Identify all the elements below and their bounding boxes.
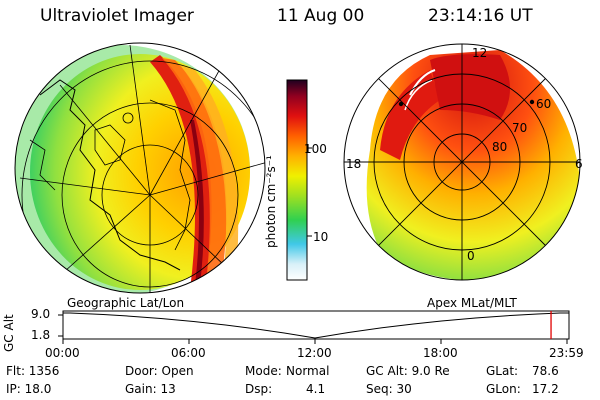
- timeline-ytick-bottom: 1.8: [31, 328, 51, 342]
- mlat-label-80: 80: [492, 140, 508, 154]
- intensity-colorbar: [286, 79, 312, 281]
- glon-label: GLon:: [486, 382, 521, 396]
- timeline-xtick-0600: 06:00: [171, 346, 206, 360]
- colorbar-label: photon cm⁻²s⁻¹: [264, 155, 278, 248]
- timeline-xtick-1800: 18:00: [423, 346, 458, 360]
- mlt-label-0: 0: [467, 249, 475, 263]
- mode-value: Normal: [286, 364, 330, 378]
- timeline-ylabel: GC Alt: [2, 314, 16, 352]
- mode-label: Mode:: [245, 364, 282, 378]
- geographic-image: [14, 42, 266, 294]
- mlt-label-6: 6: [575, 157, 583, 171]
- dsp-value: 4.1: [306, 382, 326, 396]
- colorbar-tick-10: 10: [313, 230, 329, 244]
- left-panel-caption: Geographic Lat/Lon: [67, 296, 185, 310]
- observation-date: 11 Aug 00: [277, 6, 365, 26]
- sequence-number: Seq: 30: [366, 382, 412, 396]
- polar-image: [343, 43, 581, 281]
- colorbar-tick-100: 100: [304, 142, 327, 156]
- mlat-label-70: 70: [512, 121, 528, 135]
- mlt-label-12: 12: [472, 46, 488, 60]
- instrument-title: Ultraviolet Imager: [40, 6, 194, 26]
- observation-time: 23:14:16 UT: [428, 6, 533, 26]
- door-status: Door: Open: [125, 364, 194, 378]
- right-panel-caption: Apex MLat/MLT: [427, 296, 517, 310]
- timeline-ytick-top: 9.0: [31, 307, 51, 321]
- timeline-xtick-0000: 00:00: [45, 346, 80, 360]
- glat-label: GLat:: [486, 364, 519, 378]
- altitude-timeline: [58, 310, 570, 344]
- ip-value: IP: 18.0: [6, 382, 52, 396]
- mlat-label-60: 60: [536, 97, 552, 111]
- gain-value: Gain: 13: [125, 382, 176, 396]
- mlt-label-18: 18: [346, 157, 362, 171]
- flight-number: Flt: 1356: [6, 364, 60, 378]
- dsp-label: Dsp:: [245, 382, 273, 396]
- gc-altitude: GC Alt: 9.0 Re: [366, 364, 450, 378]
- timeline-xtick-1200: 12:00: [297, 346, 332, 360]
- glon-value: 17.2: [532, 382, 559, 396]
- timeline-xtick-2359: 23:59: [549, 346, 584, 360]
- glat-value: 78.6: [532, 364, 559, 378]
